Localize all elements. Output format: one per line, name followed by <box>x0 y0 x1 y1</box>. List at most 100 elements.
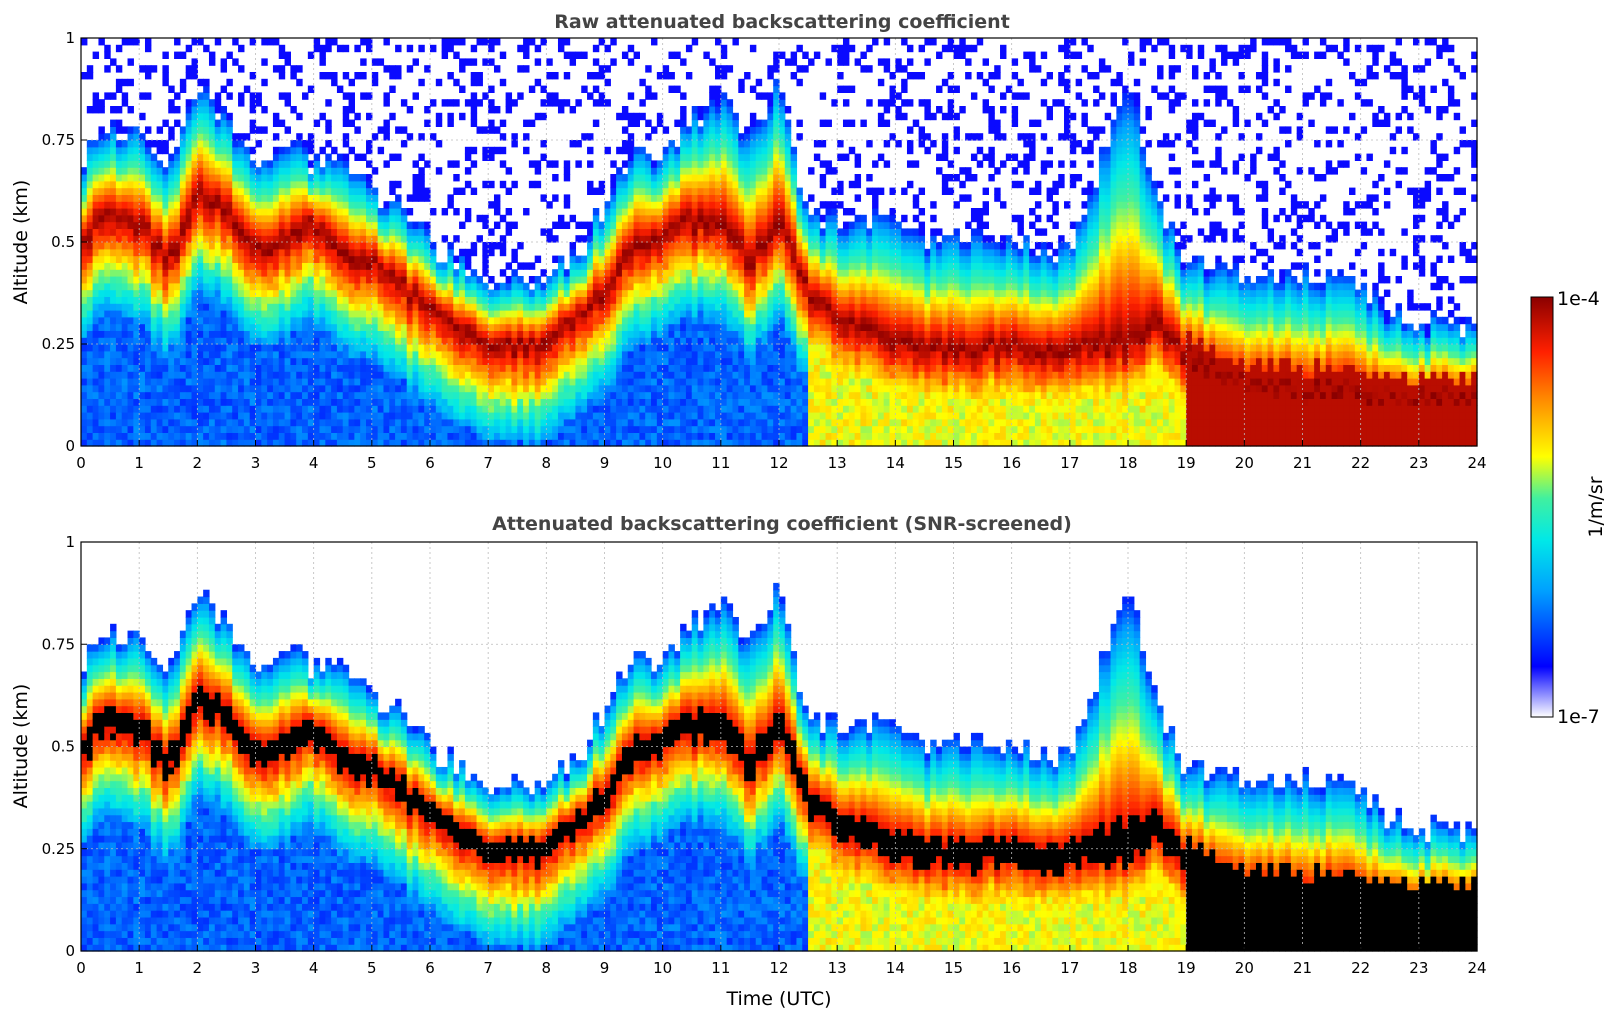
p0-heat-cell <box>284 194 291 202</box>
p0-heat-cell <box>191 439 198 447</box>
p0-heat-cell <box>627 418 635 427</box>
p0-heat-cell <box>459 303 466 311</box>
p0-heat-cell <box>691 357 699 365</box>
p0-heat-cell <box>284 398 291 406</box>
p0-heat-cell <box>92 337 100 345</box>
p0-heat-cell <box>203 214 210 223</box>
p0-heat-cell <box>115 276 123 284</box>
p0-heat-cell <box>208 208 216 216</box>
p0-heat-cell <box>307 418 315 427</box>
p0-heat-cell <box>98 425 105 433</box>
p0-heat-cell <box>395 255 402 263</box>
p0-heat-cell <box>162 140 169 148</box>
p0-heat-cell <box>418 276 425 284</box>
p0-heat-cell <box>709 174 716 182</box>
p0-heat-cell <box>680 119 687 127</box>
p0-heat-cell <box>238 391 245 399</box>
p0-heat-cell <box>546 92 553 100</box>
p0-heat-cell <box>400 248 408 257</box>
p0-heat-cell <box>104 187 111 195</box>
p0-heat-cell <box>709 214 716 223</box>
p0-heat-cell <box>156 160 164 168</box>
p0-heat-cell <box>680 194 687 202</box>
p0-heat-cell <box>296 316 303 325</box>
p0-heat-cell <box>540 289 547 297</box>
p0-heat-cell <box>610 269 617 277</box>
p0-heat-cell <box>645 344 652 352</box>
p0-heat-cell <box>139 242 146 250</box>
p0-heat-cell <box>720 296 728 304</box>
p0-heat-cell <box>139 350 146 359</box>
p0-heat-cell <box>104 160 111 168</box>
p0-heat-cell <box>575 99 582 107</box>
p0-heat-cell <box>342 310 350 318</box>
p0-heat-cell <box>243 357 251 365</box>
p0-heat-cell <box>726 180 734 189</box>
p0-heat-cell <box>354 228 361 236</box>
p0-heat-cell <box>505 282 513 291</box>
p0-heat-cell <box>435 371 443 379</box>
p0-heat-cell <box>680 242 687 250</box>
p0-heat-cell <box>441 323 449 331</box>
p0-heat-cell <box>627 269 635 277</box>
p0-heat-cell <box>331 405 338 413</box>
p0-heat-cell <box>278 323 286 331</box>
p0-heat-cell <box>685 167 693 175</box>
p0-heat-cell <box>185 391 193 399</box>
p0-heat-cell <box>715 38 722 46</box>
p0-heat-cell <box>592 405 600 413</box>
p0-heat-cell <box>115 44 123 53</box>
p0-heat-cell <box>185 235 193 243</box>
p0-heat-cell <box>272 418 280 427</box>
p0-heat-cell <box>156 439 164 447</box>
p0-heat-cell <box>371 214 379 223</box>
p0-heat-cell <box>395 337 402 345</box>
p0-heat-cell <box>412 316 419 325</box>
p0-heat-cell <box>313 418 321 427</box>
p0-heat-cell <box>459 337 466 345</box>
p0-heat-cell <box>366 201 373 209</box>
p0-heat-cell <box>627 58 635 66</box>
p0-heat-cell <box>226 405 233 413</box>
p0-heat-cell <box>150 418 158 427</box>
p0-heat-cell <box>470 350 478 359</box>
p0-heat-cell <box>668 378 675 386</box>
p0-heat-cell <box>144 303 152 311</box>
p0-heat-cell <box>104 235 111 243</box>
p0-heat-cell <box>668 153 675 161</box>
p0-heat-cell <box>557 310 565 318</box>
p0-heat-cell <box>720 65 728 73</box>
p0-heat-cell <box>168 187 175 195</box>
p0-heat-cell <box>226 153 233 161</box>
p0-heat-cell <box>86 228 94 236</box>
p0-heat-cell <box>331 201 338 209</box>
p0-heat-cell <box>604 228 611 236</box>
p0-heat-cell <box>354 201 361 209</box>
p0-heat-cell <box>354 187 361 195</box>
p0-heat-cell <box>662 432 670 440</box>
p0-heat-cell <box>232 201 239 209</box>
p0-heat-cell <box>459 221 466 229</box>
p0-heat-cell <box>139 255 146 263</box>
p0-heat-cell <box>121 201 129 209</box>
p0-heat-cell <box>691 269 699 277</box>
p0-heat-cell <box>488 378 495 386</box>
p0-heat-cell <box>697 371 704 379</box>
p0-heat-cell <box>208 126 216 134</box>
p0-heat-cell <box>662 439 670 447</box>
p0-heat-cell <box>360 194 367 202</box>
p0-heat-cell <box>726 303 734 311</box>
p0-heat-cell <box>296 289 303 297</box>
p0-heat-cell <box>534 58 542 66</box>
p0-heat-cell <box>272 364 280 372</box>
p0-heat-cell <box>92 221 100 229</box>
p0-heat-cell <box>98 38 105 46</box>
p0-heat-cell <box>133 289 140 297</box>
p0-heat-cell <box>412 412 419 420</box>
p0-heat-cell <box>668 405 675 413</box>
p0-heat-cell <box>366 235 373 243</box>
p0-heat-cell <box>453 310 460 318</box>
p0-heat-cell <box>197 214 204 223</box>
p0-heat-cell <box>709 425 716 433</box>
p0-heat-cell <box>255 194 262 202</box>
